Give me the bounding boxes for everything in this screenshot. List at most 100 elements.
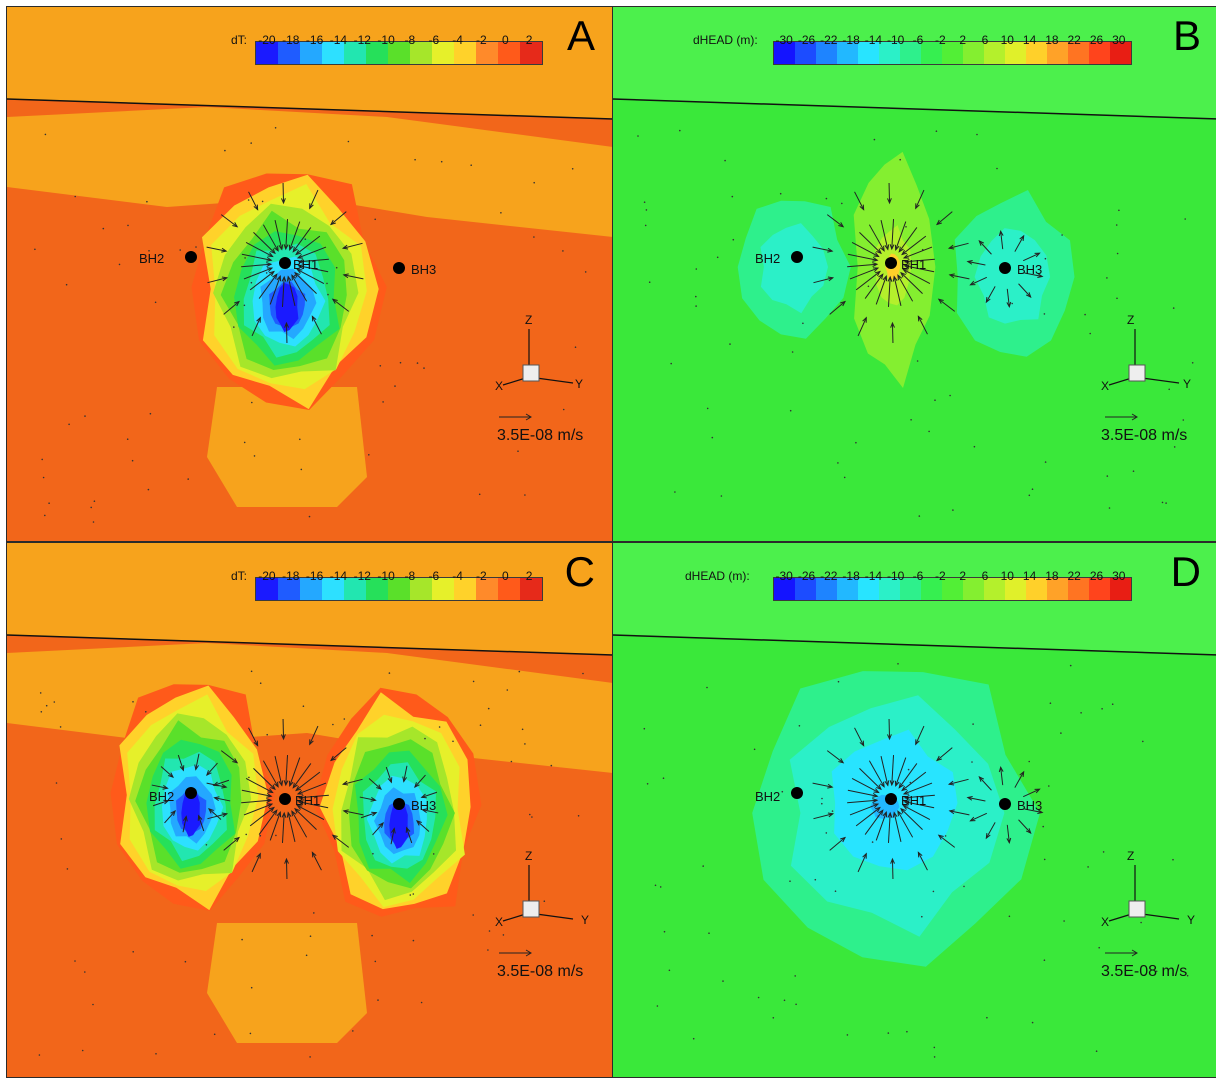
grid-node: [648, 281, 651, 284]
grid-node: [274, 127, 277, 129]
colorbar-swatch: [900, 42, 921, 64]
grid-node: [584, 271, 587, 273]
flow-vector-head: [296, 790, 304, 795]
flow-vector-head: [935, 219, 942, 226]
grid-node: [74, 960, 76, 962]
flow-vector-head: [902, 790, 910, 795]
grid-node: [1165, 502, 1167, 504]
flow-vector: [967, 260, 986, 266]
grid-node: [1142, 740, 1144, 743]
grid-node: [371, 934, 373, 937]
grid-node: [245, 833, 247, 836]
axis-origin-cube: [1128, 900, 1146, 918]
flow-vector: [985, 286, 996, 303]
grid-node: [783, 999, 786, 1002]
colorbar-tick-label: 26: [1089, 33, 1104, 47]
grid-node: [834, 890, 837, 892]
flow-vector-head: [985, 297, 991, 304]
flow-vector: [258, 274, 278, 299]
flow-vector-head: [292, 782, 298, 789]
flow-vector: [857, 317, 867, 337]
grid-node: [932, 890, 935, 893]
colorbar-tick-label: -2: [476, 33, 487, 47]
contour-core: [389, 802, 409, 849]
colorbar-tick-label: 6: [981, 569, 989, 583]
grid-node: [643, 727, 646, 730]
flow-vector-head: [872, 798, 879, 803]
grid-node: [488, 930, 491, 932]
grid-node: [313, 912, 315, 914]
grid-node: [45, 704, 48, 707]
grid-node: [479, 724, 482, 726]
well-label-bh1: BH1: [295, 793, 321, 808]
flow-vector-head: [840, 836, 847, 843]
flow-vector: [1014, 235, 1025, 252]
colorbar-swatch: [774, 42, 795, 64]
contour-band: [974, 228, 1051, 324]
grid-node: [837, 680, 840, 683]
colorbar-tick-label: -20: [258, 569, 276, 583]
colorbar-swatch: [432, 42, 454, 64]
flow-vector-head: [329, 755, 336, 762]
colorbar-swatch: [1089, 578, 1110, 600]
grid-node: [791, 351, 794, 353]
flow-vector-head: [221, 247, 228, 253]
flow-vector: [970, 276, 988, 286]
flow-vector: [214, 797, 231, 802]
grid-node: [259, 682, 262, 684]
colorbar-swatch: [366, 42, 388, 64]
colorbar-swatch: [1089, 42, 1110, 64]
axis-label-x: X: [495, 915, 504, 929]
flow-vector: [311, 316, 322, 335]
grid-node: [259, 834, 262, 837]
flow-vector-head: [278, 780, 284, 787]
contour-field: [613, 7, 1216, 541]
grid-node: [126, 438, 129, 441]
grid-node: [906, 1030, 908, 1033]
flow-vector: [901, 235, 927, 255]
flow-vector-head: [416, 820, 422, 826]
grid-node: [1182, 419, 1185, 421]
flow-vector-head: [897, 274, 903, 281]
grid-node: [772, 1017, 775, 1019]
flow-vector-head: [295, 249, 302, 256]
flow-vector: [864, 274, 884, 299]
flow-vector-head: [281, 811, 287, 818]
grid-node: [305, 954, 308, 957]
grid-node: [379, 365, 382, 367]
flow-vector: [903, 782, 933, 795]
flow-vector-head: [213, 796, 220, 802]
flow-vector-head: [297, 795, 304, 800]
grid-node: [241, 938, 243, 941]
flow-vector-head: [276, 810, 282, 818]
grid-node: [825, 832, 828, 834]
grid-node: [1044, 461, 1047, 463]
reference-vector-head: [525, 413, 532, 421]
flow-vector-head: [297, 259, 304, 264]
grid-node: [44, 133, 47, 136]
flow-vector-head: [232, 222, 239, 228]
grid-node: [416, 362, 419, 364]
grid-node: [706, 686, 708, 689]
grid-node: [841, 202, 843, 205]
flow-vector-head: [937, 298, 944, 304]
colorbar-tick-label: 2: [959, 33, 967, 47]
grid-node: [825, 197, 828, 200]
flow-vector: [847, 799, 878, 804]
colorbar-swatch: [879, 578, 900, 600]
flow-vector: [1022, 788, 1040, 798]
axis-label-z: Z: [525, 313, 533, 327]
flow-vector-head: [387, 777, 393, 784]
flow-vector-head: [297, 800, 304, 806]
flow-vector-head: [902, 268, 909, 274]
grid-node: [963, 885, 965, 888]
colorbar-swatch: [432, 578, 454, 600]
flow-vector-head: [170, 810, 176, 816]
grid-node: [265, 272, 268, 274]
colorbar-swatch: [410, 42, 432, 64]
flow-vector: [949, 810, 970, 816]
grid-node: [53, 701, 56, 703]
axis-label-x: X: [495, 379, 504, 393]
flow-vector-head: [311, 851, 317, 858]
flow-vector-head: [917, 851, 923, 858]
